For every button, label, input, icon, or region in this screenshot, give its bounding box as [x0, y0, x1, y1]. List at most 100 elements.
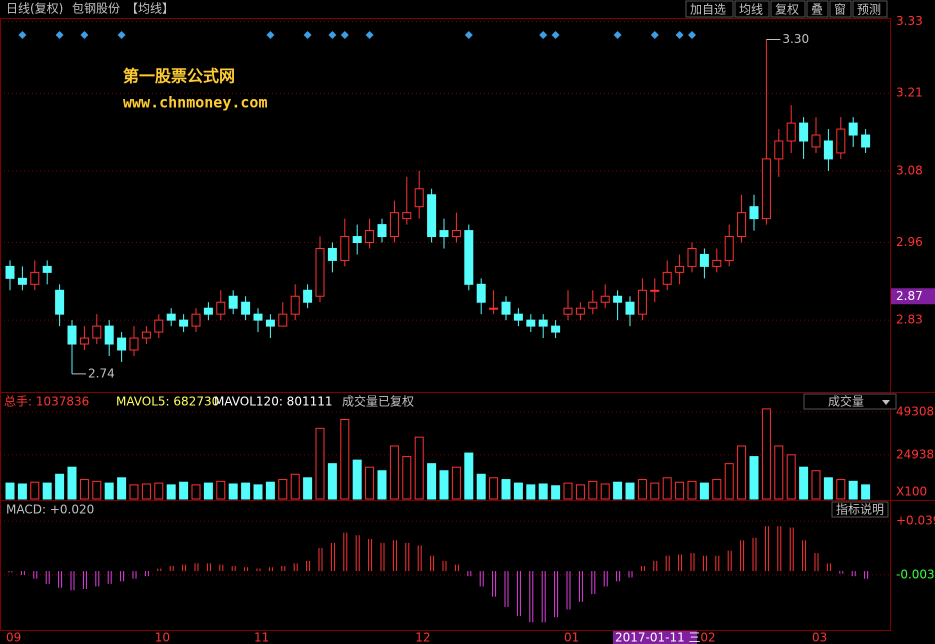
annotation: 2.74 — [88, 366, 115, 380]
legend-entry: 成交量已复权 — [342, 394, 414, 409]
candle-body — [42, 265, 52, 273]
period: 日线(复权) — [6, 2, 63, 16]
candle-body — [290, 295, 300, 315]
candle-body — [724, 236, 734, 261]
candle-body — [861, 134, 871, 148]
candle-body — [699, 253, 709, 267]
volume-bar — [588, 480, 598, 500]
candle-body — [17, 277, 27, 285]
signal-marker — [675, 31, 684, 39]
candle-body — [352, 236, 362, 244]
candle-body — [191, 313, 201, 327]
volume-bar — [675, 481, 685, 500]
x-tick-label: 11 — [254, 631, 269, 644]
dropdown[interactable] — [803, 393, 897, 410]
candle-body — [389, 212, 399, 238]
volume-bar — [79, 479, 89, 500]
candle-body — [625, 301, 635, 315]
volume-bar — [30, 481, 40, 500]
signal-marker — [328, 31, 337, 39]
cursor-box — [613, 631, 697, 644]
volume-bar — [526, 484, 536, 500]
candle-body — [712, 259, 722, 267]
signal-marker — [266, 31, 275, 39]
candle-body — [501, 301, 511, 315]
candle-body — [79, 337, 89, 345]
toolbar-button[interactable] — [806, 0, 829, 18]
candle-body — [774, 140, 784, 160]
volume-bar — [241, 482, 251, 500]
dropdown-label[interactable]: 成交量 — [828, 394, 864, 409]
candle-body — [836, 128, 846, 154]
candle-body — [203, 307, 213, 315]
candle-body — [340, 236, 350, 261]
toolbar-label[interactable]: 叠 — [811, 3, 823, 17]
toolbar-button[interactable] — [852, 0, 888, 18]
volume-bar — [315, 427, 325, 500]
toolbar-button[interactable] — [734, 0, 770, 18]
watermark: 第一股票公式网 — [123, 67, 235, 86]
candle-body — [464, 230, 474, 285]
volume-bar — [265, 481, 275, 500]
toolbar-label[interactable]: 复权 — [775, 3, 799, 17]
y-tick-label: 49308 — [896, 404, 934, 418]
candle-body — [55, 289, 65, 315]
candle-body — [613, 295, 623, 303]
volume-bar — [253, 484, 263, 500]
volume-bar — [538, 483, 548, 500]
signal-marker — [80, 31, 89, 39]
signal-marker — [650, 31, 659, 39]
candle-body — [30, 271, 40, 285]
candle-body — [154, 319, 164, 333]
candle-body — [749, 206, 759, 220]
candle-body — [538, 319, 548, 327]
x-tick-label: 03 — [812, 631, 827, 644]
signal-marker — [539, 31, 548, 39]
volume-bar — [861, 484, 871, 500]
toolbar-label[interactable]: 加自选 — [690, 3, 726, 17]
x-tick-label: 02 — [700, 631, 715, 644]
signal-marker — [55, 31, 64, 39]
volume-bar — [501, 479, 511, 500]
volume-bar — [848, 480, 858, 500]
button-label[interactable]: 指标说明 — [836, 502, 884, 517]
volume-bar — [67, 466, 77, 500]
toolbar-button[interactable] — [770, 0, 806, 18]
volume-bar — [352, 459, 362, 500]
watermark: www.chnmoney.com — [123, 94, 268, 112]
volume-bar — [724, 463, 734, 500]
signal-marker — [551, 31, 560, 39]
candle-body — [737, 212, 747, 238]
indicator: 【均线】 — [126, 2, 174, 16]
legend-entry: MACD: +0.020 — [6, 503, 94, 517]
signal-marker — [18, 31, 27, 39]
toolbar-label[interactable]: 均线 — [739, 3, 763, 17]
candle-body — [265, 319, 275, 327]
dropdown-arrow[interactable] — [882, 400, 890, 405]
volume-bar — [613, 481, 623, 500]
volume-bar — [563, 482, 573, 500]
y-tick-label: 3.08 — [896, 163, 923, 177]
volume-bar — [389, 445, 399, 500]
candle-body — [5, 265, 15, 279]
volume-bar — [476, 473, 486, 500]
candle-body — [761, 158, 771, 220]
toolbar-label[interactable]: 预测 — [857, 3, 881, 17]
volume-bar — [489, 477, 499, 500]
volume-bar — [699, 482, 709, 500]
volume-bar — [154, 482, 164, 500]
toolbar-label[interactable]: 窗 — [834, 3, 846, 17]
toolbar-button[interactable] — [829, 0, 852, 18]
volume-bar — [340, 418, 350, 500]
toolbar-button[interactable] — [685, 0, 734, 18]
candle-body — [563, 307, 573, 315]
volume-bar — [278, 479, 288, 500]
candle-body — [253, 313, 263, 321]
button[interactable] — [831, 501, 889, 518]
candle-body — [575, 307, 585, 315]
volume-bar — [836, 479, 846, 500]
signal-marker — [613, 31, 622, 39]
candle-body — [377, 224, 387, 238]
candle-body — [67, 325, 77, 345]
